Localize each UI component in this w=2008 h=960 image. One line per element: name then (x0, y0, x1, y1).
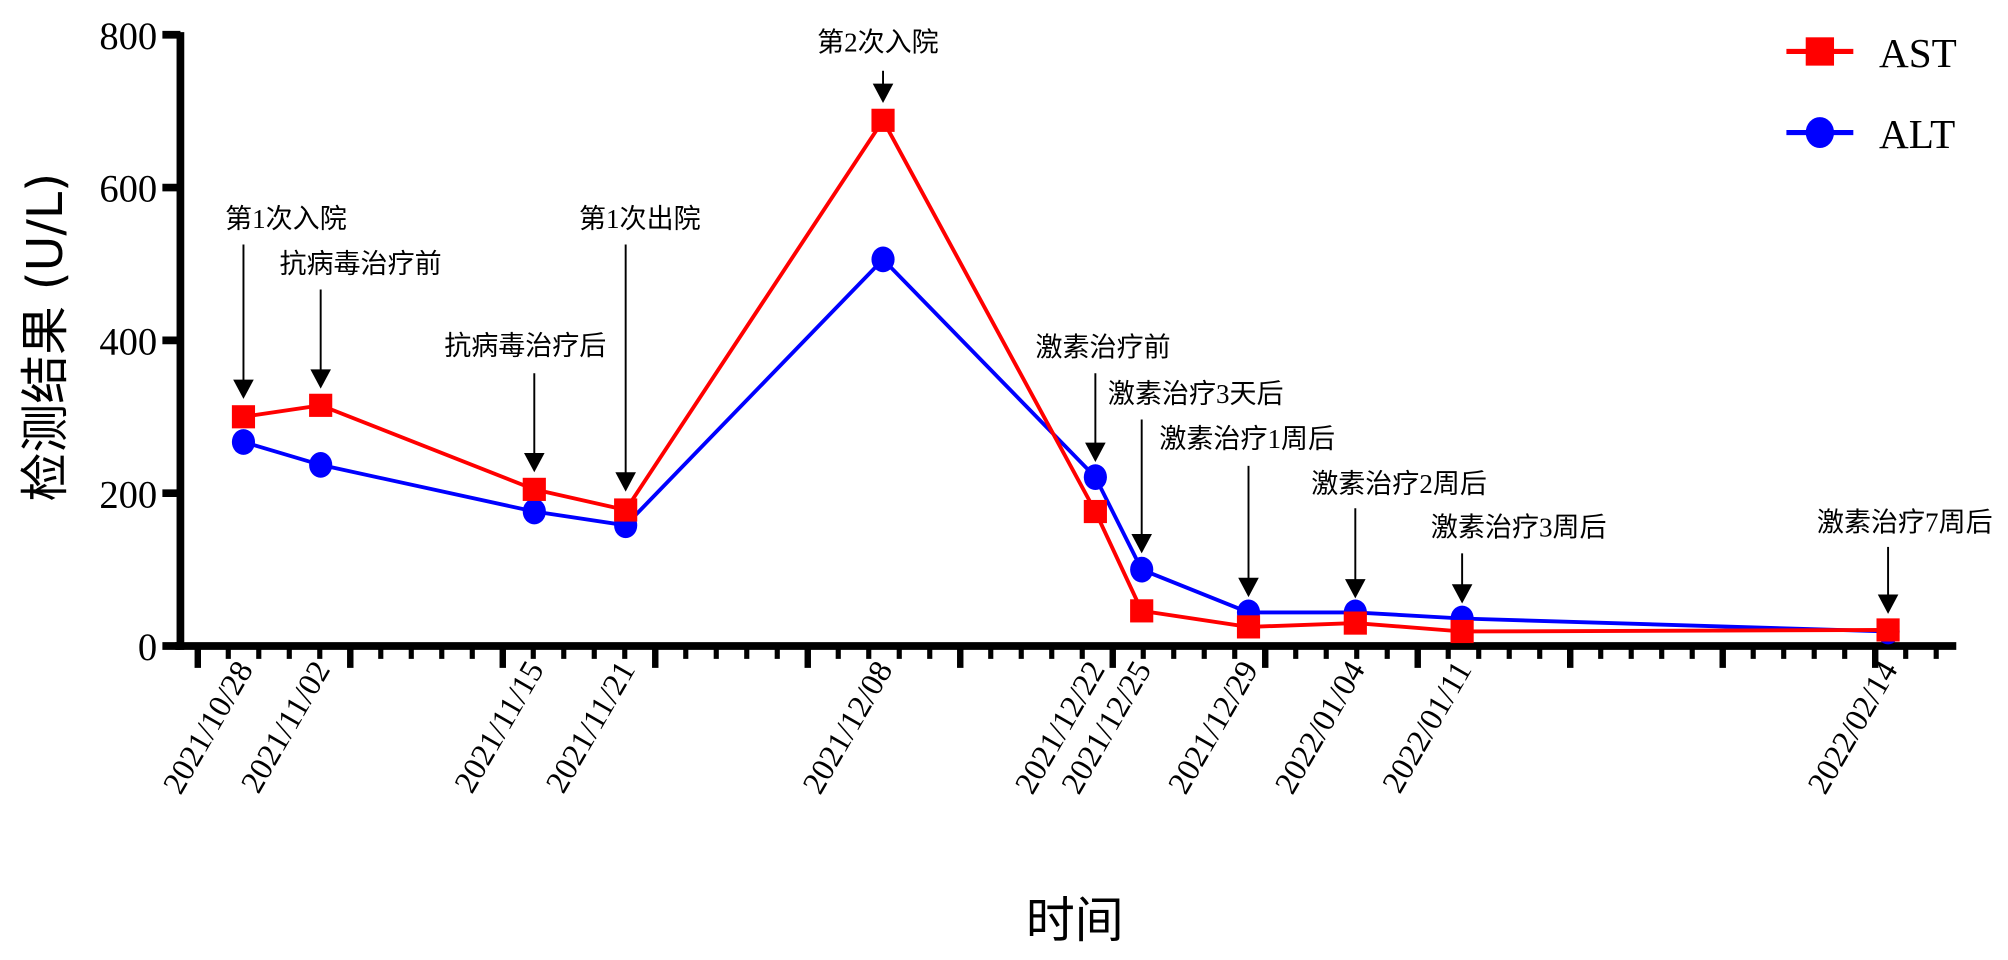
annotation-arrow-head (524, 452, 545, 473)
legend-item-ast: AST (1786, 30, 1957, 76)
annotation-arrow-head (1451, 584, 1473, 604)
annotation: 激素治疗3天后 (1108, 379, 1284, 554)
axes (162, 30, 1957, 668)
legend-label: ALT (1879, 111, 1955, 157)
series-ast (231, 108, 1900, 644)
annotation-arrow-head (1345, 579, 1366, 599)
annotation-label: 第1次出院 (579, 204, 701, 234)
ast-point (1343, 611, 1367, 635)
alt-point (1083, 464, 1107, 491)
y-tick-label: 800 (99, 16, 157, 58)
annotation: 第2次入院 (817, 27, 939, 103)
ast-point (231, 405, 256, 429)
annotation: 激素治疗2周后 (1311, 469, 1487, 599)
y-tick-label: 0 (138, 627, 157, 669)
annotation-arrow-head (1085, 442, 1106, 462)
ast-point (1876, 618, 1900, 642)
annotation: 抗病毒治疗前 (280, 249, 442, 389)
annotation-label: 激素治疗7周后 (1817, 507, 1993, 537)
annotation-arrow-head (310, 369, 331, 389)
x-tick-label: 2022/01/11 (1375, 655, 1479, 799)
x-axis-title: 时间 (1026, 892, 1124, 949)
legend-label: AST (1879, 30, 1957, 76)
ast-point (1130, 599, 1154, 623)
legend: AST ALT (1786, 30, 1957, 157)
y-tick-label: 200 (99, 474, 157, 516)
annotation-arrow-head (872, 83, 894, 103)
ast-point (309, 393, 333, 417)
annotation-arrow-head (1877, 594, 1899, 614)
y-axis-title: 检测结果 (U/L) (17, 173, 74, 502)
ast-point (1083, 499, 1107, 524)
ast-line (243, 116, 1889, 634)
y-tick-labels: 0 200 400 600 800 (99, 16, 157, 669)
annotation-arrow-head (1238, 577, 1259, 598)
annotation-label: 激素治疗1周后 (1159, 424, 1335, 454)
annotation-label: 抗病毒治疗前 (280, 249, 442, 279)
annotation-label: 激素治疗3天后 (1108, 379, 1284, 409)
ast-point (522, 477, 546, 501)
annotation: 第1次入院 (225, 204, 347, 399)
y-tick-label: 400 (99, 322, 157, 364)
legend-square-marker-icon (1805, 37, 1835, 66)
alt-point (522, 498, 546, 525)
x-tick-label: 2021/12/29 (1160, 655, 1264, 800)
x-tick-label: 2022/01/04 (1267, 655, 1371, 800)
annotation-label: 抗病毒治疗后 (444, 331, 606, 361)
ast-point (614, 498, 638, 522)
annotation-label: 第1次入院 (225, 204, 347, 234)
annotation-label: 激素治疗2周后 (1311, 469, 1487, 499)
annotation: 第1次出院 (579, 204, 701, 492)
ast-point (1236, 615, 1261, 639)
annotation-label: 第2次入院 (817, 27, 939, 57)
annotation-label: 激素治疗3周后 (1431, 513, 1607, 543)
alt-point (1130, 556, 1154, 583)
series (231, 108, 1900, 645)
annotation-arrow-head (615, 472, 636, 492)
x-tick-label: 2021/11/15 (447, 655, 551, 799)
y-tick-label: 600 (99, 169, 157, 211)
alt-point (871, 246, 895, 273)
series-alt (231, 246, 1900, 645)
x-tick-label: 2022/02/14 (1800, 655, 1904, 800)
annotation: 激素治疗7周后 (1817, 507, 1993, 614)
legend-item-alt: ALT (1786, 111, 1955, 157)
x-tick-label: 2021/12/08 (795, 655, 899, 800)
alt-point (231, 429, 256, 455)
annotation: 激素治疗前 (1036, 332, 1171, 462)
x-tick-label: 2021/11/21 (538, 655, 642, 799)
annotation: 抗病毒治疗后 (444, 331, 606, 473)
ast-point (1450, 619, 1474, 644)
alt-point (309, 452, 333, 478)
ast-point (871, 108, 895, 132)
annotation-arrow-head (233, 379, 254, 399)
annotation: 激素治疗3周后 (1431, 513, 1607, 604)
annotation-label: 激素治疗前 (1036, 332, 1171, 362)
annotation-arrow-head (1131, 534, 1152, 554)
alt-line (242, 256, 1889, 634)
legend-circle-marker-icon (1805, 117, 1835, 148)
annotation: 激素治疗1周后 (1159, 424, 1335, 598)
